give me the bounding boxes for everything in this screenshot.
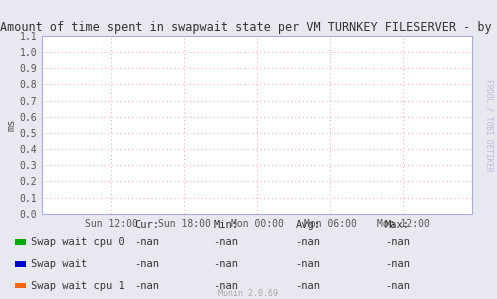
Text: -nan: -nan bbox=[134, 237, 159, 247]
Text: -nan: -nan bbox=[214, 280, 239, 291]
Text: Amount of time spent in swapwait state per VM TURNKEY FILESERVER - by day: Amount of time spent in swapwait state p… bbox=[0, 22, 497, 34]
Text: -nan: -nan bbox=[296, 237, 321, 247]
Text: -nan: -nan bbox=[214, 259, 239, 269]
Text: -nan: -nan bbox=[134, 280, 159, 291]
Text: -nan: -nan bbox=[385, 237, 410, 247]
Text: -nan: -nan bbox=[214, 237, 239, 247]
Text: -nan: -nan bbox=[134, 259, 159, 269]
Text: Swap wait cpu 0: Swap wait cpu 0 bbox=[31, 237, 125, 247]
Text: -nan: -nan bbox=[385, 280, 410, 291]
Text: Munin 2.0.69: Munin 2.0.69 bbox=[219, 289, 278, 298]
Text: Max:: Max: bbox=[385, 220, 410, 230]
Text: Min:: Min: bbox=[214, 220, 239, 230]
Text: -nan: -nan bbox=[385, 259, 410, 269]
Text: Avg:: Avg: bbox=[296, 220, 321, 230]
Text: FPOOL / TOBI OETIKER: FPOOL / TOBI OETIKER bbox=[484, 79, 493, 172]
Text: -nan: -nan bbox=[296, 259, 321, 269]
Text: -nan: -nan bbox=[296, 280, 321, 291]
Text: Swap wait cpu 1: Swap wait cpu 1 bbox=[31, 280, 125, 291]
Text: Cur:: Cur: bbox=[134, 220, 159, 230]
Text: Swap wait: Swap wait bbox=[31, 259, 87, 269]
Y-axis label: ms: ms bbox=[7, 119, 17, 131]
